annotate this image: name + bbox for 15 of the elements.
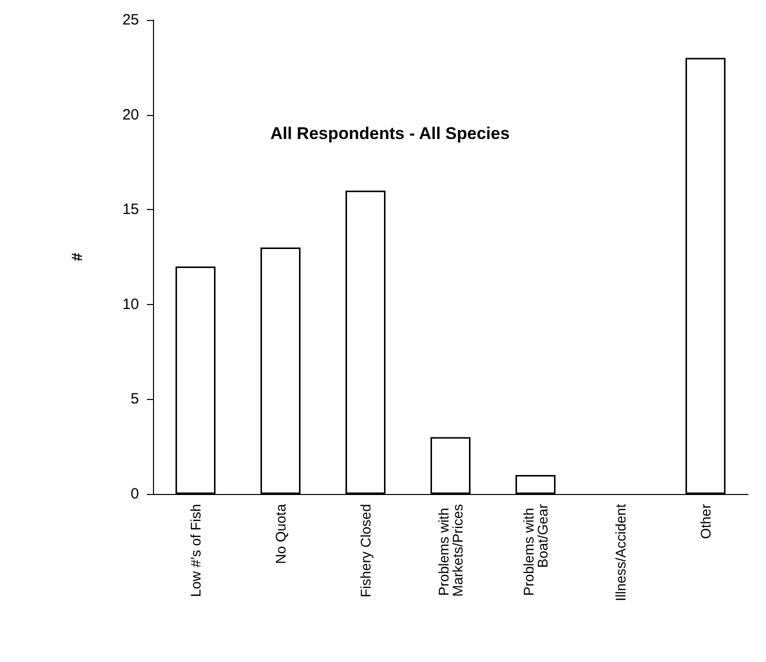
x-tick-label: Fishery Closed (358, 504, 374, 598)
y-tick-label: 0 (130, 486, 139, 502)
x-tick-label: Illness/Accident (612, 504, 628, 602)
y-tick-label: 20 (122, 106, 139, 124)
x-tick-label: Problems with Markets/Prices (436, 504, 466, 597)
y-axis-title: # (69, 252, 86, 262)
y-tick-label: 15 (122, 201, 139, 218)
y-tick-label: 5 (130, 390, 139, 408)
x-tick-label: No Quota (272, 504, 288, 564)
y-tick-label: 10 (122, 296, 139, 313)
x-tick-label: Problems with Boat/Gear (520, 504, 550, 596)
x-tick-label: Other (698, 504, 714, 540)
x-tick-label: Low #'s of Fish (188, 504, 204, 597)
text: All Respondents - All Species (270, 124, 510, 143)
y-tick-label: 25 (122, 12, 139, 28)
